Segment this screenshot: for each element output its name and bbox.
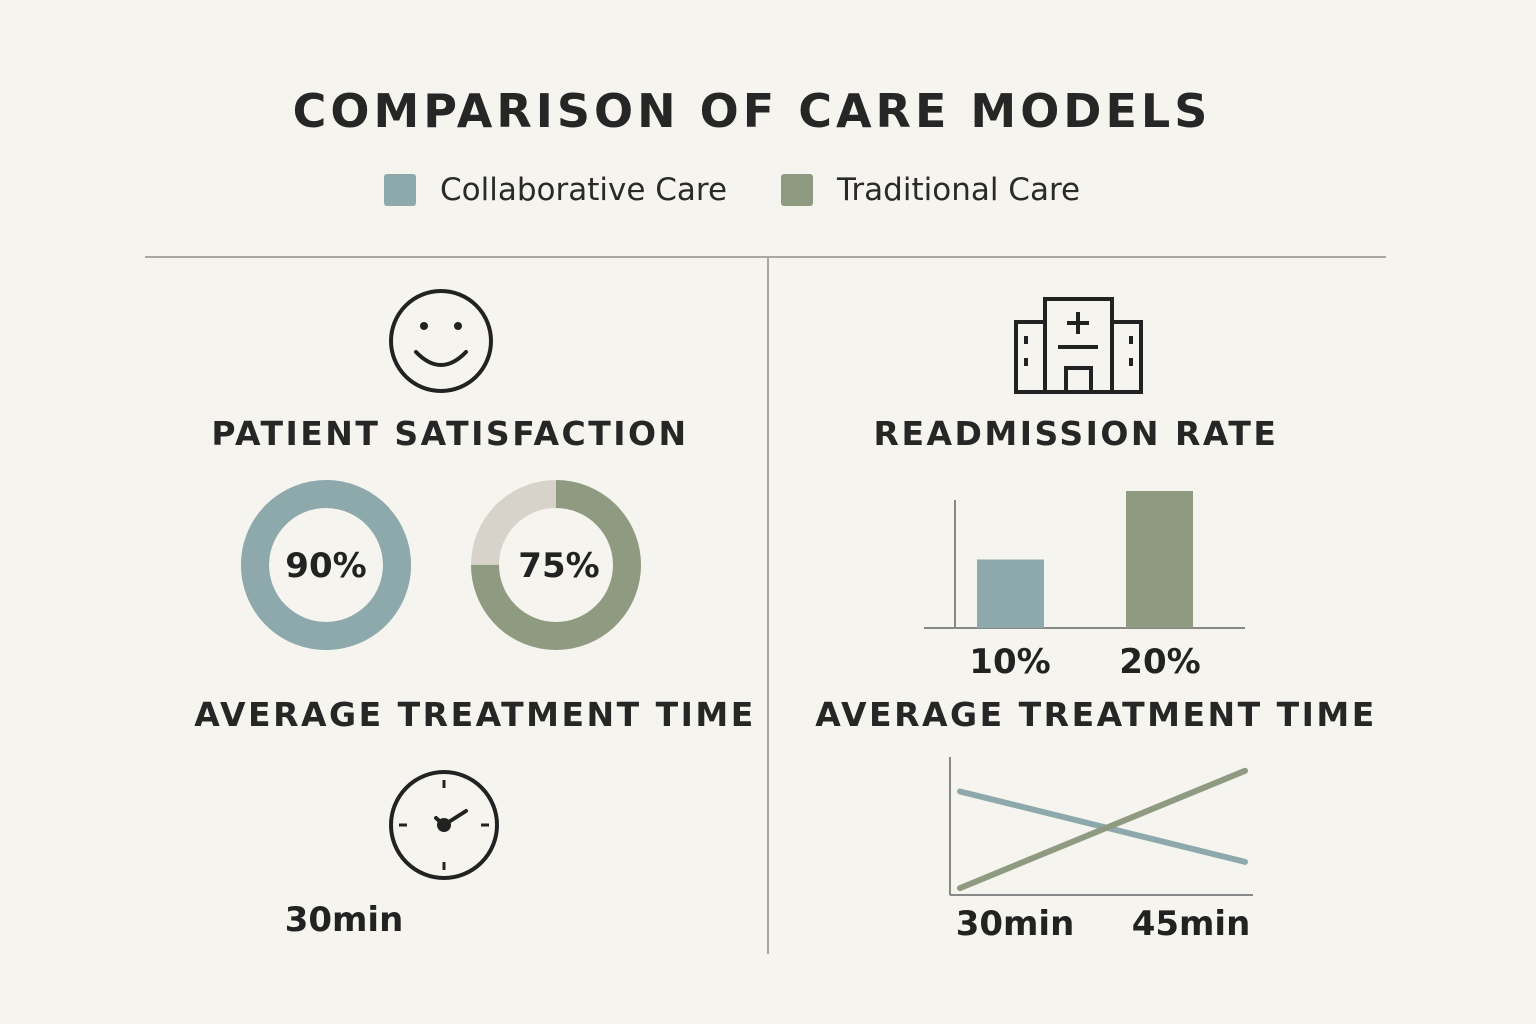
legend-label: Traditional Care — [837, 172, 1081, 208]
bar-traditional — [1126, 491, 1193, 628]
line-chart — [949, 757, 1253, 896]
left-treatment-time-heading: AVERAGE TREATMENT TIME — [194, 695, 756, 734]
bar-tick-label: 20% — [1119, 642, 1201, 682]
donut-label-collaborative: 90% — [285, 546, 367, 586]
line-x-tick-label: 30min — [955, 904, 1075, 944]
donut-label-traditional: 75% — [518, 546, 600, 586]
clock-icon — [389, 770, 499, 880]
page-title: COMPARISON OF CARE MODELS — [292, 84, 1212, 138]
readmission-rate-heading: READMISSION RATE — [873, 414, 1279, 453]
bar-collaborative — [977, 559, 1044, 628]
smiley-face-icon — [389, 289, 493, 393]
legend-label: Collaborative Care — [440, 172, 728, 208]
line-series-traditional — [957, 767, 1248, 892]
treatment-time-value: 30min — [284, 900, 404, 940]
bar-chart — [924, 491, 1245, 629]
legend-swatch-collaborative — [384, 174, 416, 206]
legend-item-traditional: Traditional Care — [781, 172, 1080, 208]
donut-charts — [241, 480, 641, 650]
bar-tick-label: 10% — [969, 642, 1051, 682]
donut-arc-collaborative — [241, 480, 411, 650]
vertical-divider — [767, 258, 769, 954]
legend-item-collaborative: Collaborative Care — [384, 172, 727, 208]
right-treatment-time-heading: AVERAGE TREATMENT TIME — [815, 695, 1377, 734]
legend: Collaborative Care Traditional Care — [384, 172, 1134, 208]
legend-swatch-traditional — [781, 174, 814, 206]
horizontal-divider — [145, 256, 1386, 258]
patient-satisfaction-heading: PATIENT SATISFACTION — [211, 414, 689, 453]
donut-arc-traditional — [471, 480, 641, 650]
line-x-tick-label: 45min — [1131, 904, 1251, 944]
hospital-icon — [1014, 297, 1143, 394]
